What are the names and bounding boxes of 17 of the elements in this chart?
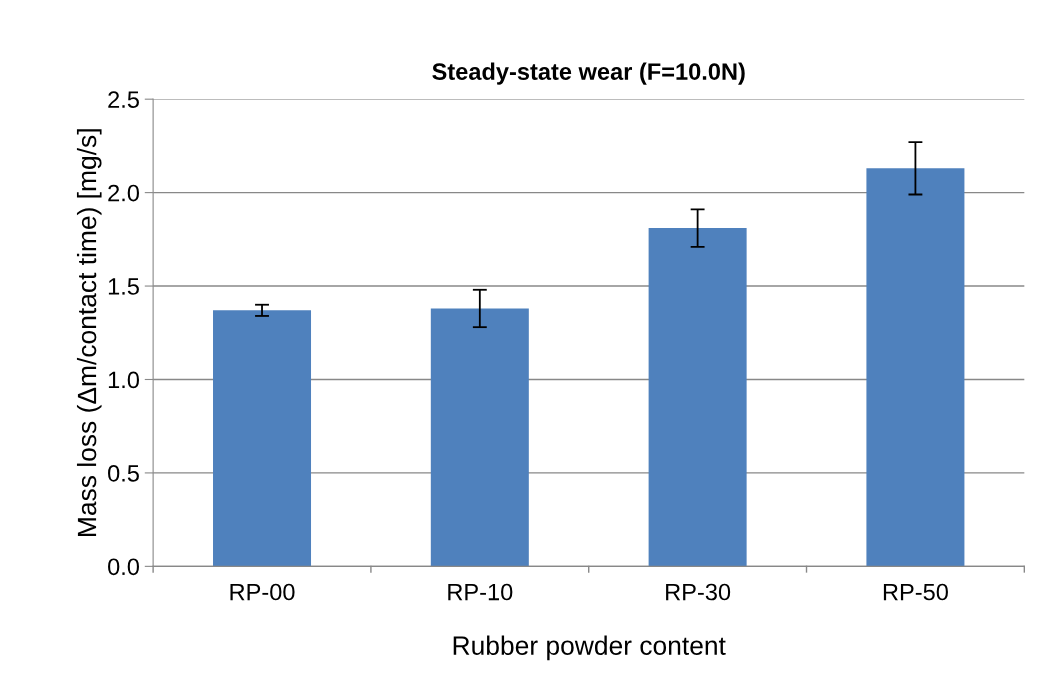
x-axis-title: Rubber powder content — [453, 635, 726, 661]
bar — [213, 310, 312, 567]
x-tick-label: RP-00 — [230, 583, 295, 601]
y-tick-label: 2.5 — [108, 91, 139, 108]
x-tick-label: RP-10 — [448, 583, 513, 601]
y-tick-label: 0.0 — [108, 558, 140, 576]
bar — [648, 228, 747, 567]
y-tick-label: 0.5 — [108, 464, 139, 482]
y-tick-label: 2.0 — [108, 184, 140, 202]
bar — [866, 168, 965, 567]
y-tick-label: 1.5 — [108, 278, 139, 295]
y-tick-label: 1.0 — [108, 371, 140, 389]
x-tick-label: RP-50 — [883, 583, 948, 601]
y-axis-title: Mass loss (Δm/contact time) [mg/s] — [76, 129, 102, 536]
bar — [430, 308, 529, 567]
x-tick-label: RP-30 — [666, 583, 731, 601]
chart-title: Steady-state wear (F=10.0N) — [432, 62, 745, 85]
